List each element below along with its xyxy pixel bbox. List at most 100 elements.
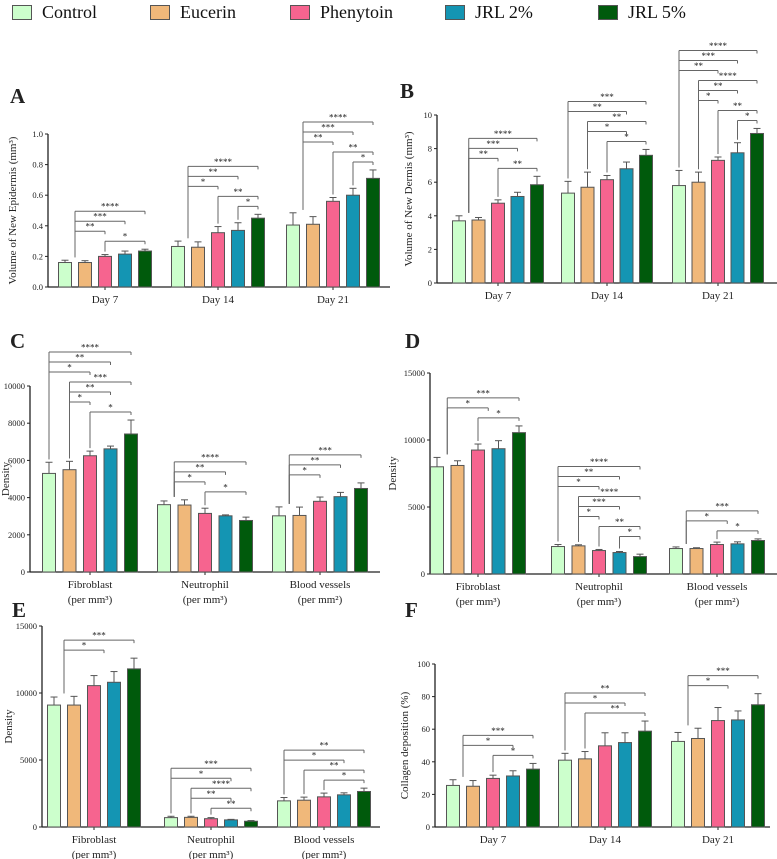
x-category-label: Day 14 <box>202 294 235 306</box>
significance-label: ** <box>86 383 96 393</box>
bar-jrl-2- <box>337 794 351 828</box>
bar-jrl-2- <box>619 168 634 284</box>
significance-label: * <box>496 408 501 418</box>
y-tick-label: 8000 <box>8 418 25 428</box>
significance-label: ** <box>593 102 603 112</box>
bar-eucerin <box>184 816 198 828</box>
bar-eucerin <box>450 464 465 575</box>
bar-control <box>171 245 185 288</box>
y-tick-label: 6 <box>428 177 432 187</box>
significance-label: ** <box>227 799 237 809</box>
significance-bracket: * <box>716 521 759 540</box>
significance-bracket: * <box>564 694 626 751</box>
significance-label: * <box>123 232 128 242</box>
x-category-unit: (per mm²) <box>302 849 347 859</box>
y-tick-label: 10 <box>424 110 433 120</box>
y-tick-label: 2000 <box>8 530 25 540</box>
x-category-unit: (per mm³) <box>189 849 234 859</box>
y-tick-label: 5000 <box>20 755 37 765</box>
legend-item-jrl-2: JRL 2% <box>445 2 533 23</box>
bar-eucerin <box>292 514 307 573</box>
significance-label: *** <box>204 759 218 769</box>
bar-control <box>669 548 683 575</box>
legend-label: Eucerin <box>180 2 236 22</box>
bar-eucerin <box>578 758 592 828</box>
legend-swatch-phenytoin <box>290 5 310 20</box>
panel-a: A 0.0 0.2 0.4 0.6 0.8 1.0 Volume of New Epiderm… <box>7 84 390 306</box>
y-tick-label: 0.0 <box>32 282 43 292</box>
y-tick-label: 0 <box>21 567 25 577</box>
bar-eucerin <box>191 246 205 288</box>
panel-c: C 0 2000 4000 6000 8000 10000 Density Fibroblast… <box>0 329 380 606</box>
significance-label: ** <box>234 187 244 197</box>
significance-bracket: ** <box>288 455 341 504</box>
y-tick-label: 60 <box>422 724 431 734</box>
significance-label: ** <box>479 149 489 159</box>
bar-jrl-2- <box>107 681 121 828</box>
significance-label: **** <box>719 71 738 81</box>
y-axis-label: Density <box>387 456 399 491</box>
bar-eucerin <box>580 186 595 284</box>
y-axis-label: Collagen deposition (%) <box>399 691 411 799</box>
bar-eucerin <box>62 469 77 573</box>
legend-swatch-eucerin <box>150 5 170 20</box>
significance-label: * <box>82 641 87 651</box>
significance-bracket: * <box>104 232 146 252</box>
x-category-label: Day 7 <box>485 290 512 302</box>
significance-label: **** <box>600 487 619 497</box>
y-tick-label: 0.4 <box>32 221 43 231</box>
bar-jrl-2- <box>103 448 118 573</box>
significance-bracket: * <box>557 477 600 542</box>
bar-phenytoin <box>598 745 612 828</box>
x-category-label: Day 7 <box>480 834 507 846</box>
significance-bracket: *** <box>468 139 518 213</box>
significance-bracket: ** <box>210 799 252 815</box>
bar-jrl-2- <box>612 552 627 575</box>
panel-b: B 0 2 4 6 8 10 Volume of New Dermis (mm³) Day 7 D… <box>400 41 777 302</box>
bar-control <box>672 185 686 284</box>
significance-label: *** <box>702 51 716 61</box>
significance-bracket: * <box>698 91 719 170</box>
y-tick-label: 0 <box>428 278 432 288</box>
y-axis-label: Density <box>3 709 15 744</box>
bar-control <box>58 262 72 288</box>
significance-bracket: * <box>737 111 758 140</box>
significance-label: **** <box>709 41 728 51</box>
significance-bracket: *** <box>687 666 759 726</box>
bar-phenytoin <box>204 818 218 828</box>
significance-label: * <box>486 736 491 746</box>
bar-jrl-5- <box>124 433 138 573</box>
x-category-label: Day 7 <box>92 294 119 306</box>
significance-label: **** <box>81 343 100 353</box>
legend-label: Phenytoin <box>320 2 394 22</box>
significance-label: ** <box>207 789 217 799</box>
x-category-unit: (per mm³) <box>577 596 622 608</box>
bar-eucerin <box>297 799 311 828</box>
legend: Control Eucerin Phenytoin JRL 2% JRL 5% <box>0 0 777 28</box>
bar-control <box>164 817 178 828</box>
bar-jrl-2- <box>346 194 360 288</box>
x-category-label: Fibroblast <box>68 579 113 591</box>
x-category-unit: (per mm²) <box>298 594 343 606</box>
y-tick-label: 10000 <box>404 435 425 445</box>
legend-label: Control <box>42 2 98 22</box>
y-tick-label: 4000 <box>8 493 25 503</box>
significance-label: * <box>628 527 633 537</box>
significance-label: *** <box>321 122 335 132</box>
panel-letter: B <box>400 79 414 103</box>
significance-bracket: * <box>352 152 374 186</box>
legend-item-phenytoin: Phenytoin <box>290 2 393 23</box>
significance-bracket: **** <box>173 452 247 497</box>
bar-jrl-2- <box>730 543 745 575</box>
x-category-unit: (per mm²) <box>695 596 740 608</box>
bar-jrl-2- <box>333 496 348 573</box>
significance-bracket: * <box>492 746 534 773</box>
panel-letter: E <box>12 598 26 622</box>
bar-jrl-2- <box>730 152 745 284</box>
significance-label: *** <box>600 92 614 102</box>
significance-label: *** <box>486 139 500 149</box>
x-category-unit: (per mm³) <box>456 596 501 608</box>
bar-control <box>558 759 572 828</box>
significance-label: * <box>78 393 83 403</box>
legend-item-jrl-5: JRL 5% <box>598 2 686 23</box>
